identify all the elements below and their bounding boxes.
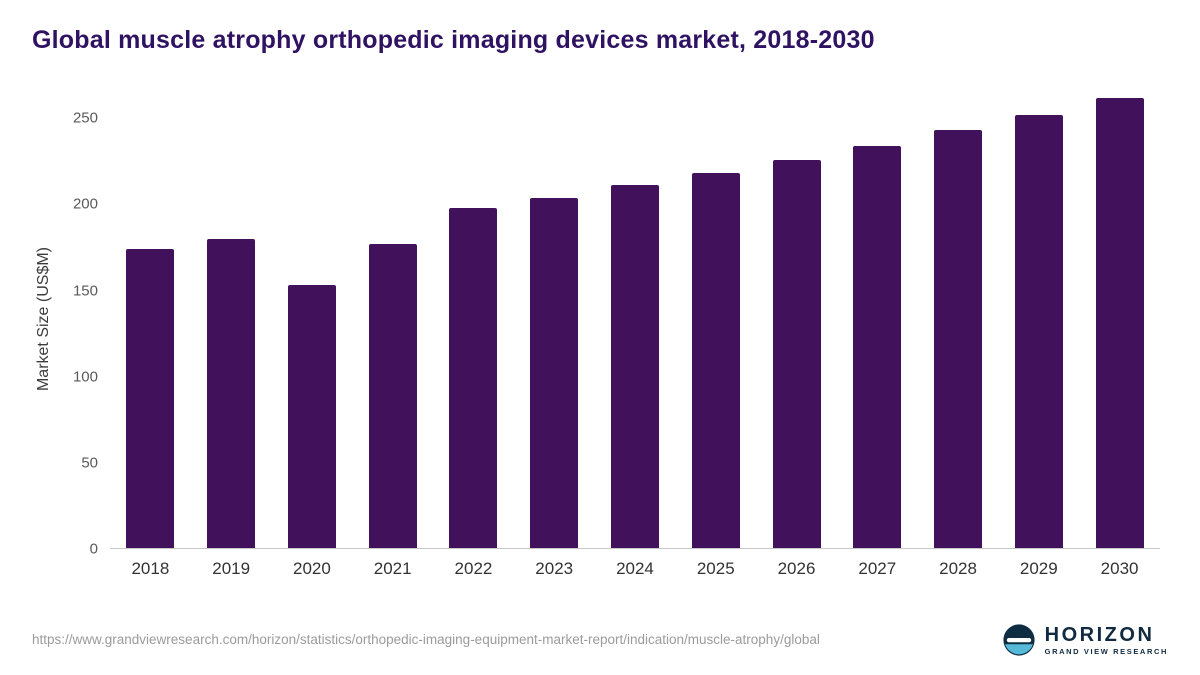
bar-2030 [1095,97,1144,549]
x-tick-2022: 2022 [454,559,493,578]
bar-slot-2018 [110,89,191,549]
y-tick-50: 50 [81,454,98,472]
bar-2027 [853,145,902,549]
bar-2020 [287,285,336,549]
x-tick-2021: 2021 [373,559,412,578]
bar-slot-2024 [595,89,676,549]
bar-slot-2027 [837,89,918,549]
x-axis-line [110,548,1160,549]
x-axis-labels: 2018 2019 2020 2021 2022 2023 2024 2025 2026 2027… [110,559,1160,579]
y-tick-250: 250 [72,109,98,127]
plot-area: Market Size (US$M) 0 50 100 150 200 250 [35,89,1160,558]
x-tick-2020: 2020 [293,559,331,578]
x-tick-2019: 2019 [212,559,251,578]
y-tick-0: 0 [89,540,98,558]
bar-2029 [1014,114,1063,549]
bar-slot-2029 [998,89,1079,549]
x-tick-2024: 2024 [616,559,654,578]
bar-chart: Market Size (US$M) 0 50 100 150 200 250 [32,89,1168,558]
bar-slot-2020 [272,89,353,549]
bar-2026 [772,159,821,549]
x-tick-2030: 2030 [1100,559,1139,578]
bar-slot-2022 [433,89,514,549]
footer: https://www.grandviewresearch.com/horizo… [32,623,1168,657]
bar-2024 [610,185,659,549]
horizon-logo-name: HORIZON [1044,623,1155,646]
bar-2018 [126,249,175,549]
horizon-logo: HORIZON GRAND VIEW RESEARCH [1002,623,1168,657]
y-tick-100: 100 [72,368,98,386]
x-tick-2027: 2027 [858,559,897,578]
bar-slot-2023 [514,89,595,549]
bar-slot-2026 [756,89,837,549]
horizon-logo-icon [1002,623,1036,657]
bar-2021 [368,244,417,549]
x-tick-2025: 2025 [696,559,735,578]
bar-2028 [934,130,983,549]
bar-2022 [449,207,498,549]
bar-slot-2025 [675,89,756,549]
bar-slot-2019 [191,89,272,549]
chart-title: Global muscle atrophy orthopedic imaging… [32,26,875,54]
x-tick-2028: 2028 [939,559,977,578]
horizon-logo-text: HORIZON GRAND VIEW RESEARCH [1045,625,1168,656]
bar-slot-2028 [918,89,999,549]
y-tick-150: 150 [72,282,98,300]
x-tick-2026: 2026 [777,559,816,578]
bars-container [110,89,1160,549]
bar-2019 [207,238,256,549]
source-url: https://www.grandviewresearch.com/horizo… [32,631,820,647]
x-tick-2018: 2018 [131,559,170,578]
x-tick-2029: 2029 [1019,559,1058,578]
bar-2025 [691,173,740,549]
x-tick-2023: 2023 [535,559,574,578]
bar-slot-2030 [1079,89,1160,549]
y-tick-200: 200 [72,195,98,213]
bar-2023 [530,197,579,549]
bar-slot-2021 [352,89,433,549]
horizon-logo-subtitle: GRAND VIEW RESEARCH [1044,646,1168,656]
